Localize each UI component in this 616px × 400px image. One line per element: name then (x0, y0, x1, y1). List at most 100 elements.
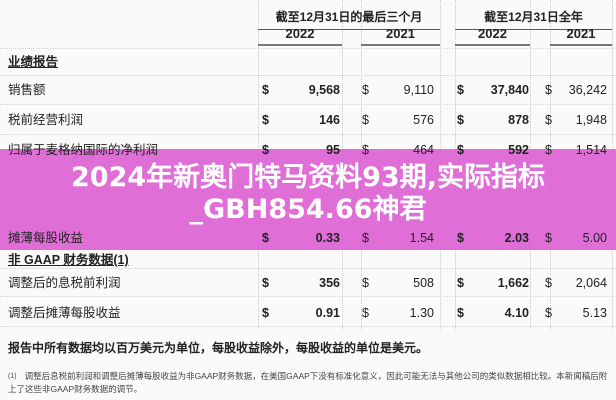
value: 5.00 (582, 231, 607, 245)
currency-symbol: $ (262, 231, 269, 245)
value: 95 (326, 143, 340, 157)
table-row: 销售额 $9,568 $9,110 $37,840 $36,242 (0, 82, 616, 98)
currency-symbol: $ (457, 83, 464, 97)
value-cell: $1,948 (545, 112, 607, 128)
grid-line (0, 326, 616, 327)
value-cell: $146 (262, 112, 340, 128)
header-year: 2022 (258, 26, 342, 46)
currency-symbol: $ (262, 143, 269, 157)
table-row: 归属于麦格纳国际的净利润 $95 $464 $592 $1,514 (0, 142, 616, 158)
value: 508 (413, 276, 434, 290)
value: 0.91 (315, 306, 340, 320)
section-heading-nongaap: 非 GAAP 财务数据(1) (8, 253, 129, 267)
header-year: 2021 (361, 26, 440, 46)
table-row: 调整后摊薄每股收益 $0.91 $1.30 $4.10 $5.13 (0, 305, 616, 321)
currency-symbol: $ (262, 276, 269, 290)
value: 146 (319, 113, 340, 127)
grid-line (0, 48, 616, 49)
value: 1,514 (575, 143, 607, 157)
row-label: 销售额 (8, 83, 46, 97)
value-cell: $356 (262, 275, 340, 291)
value-cell: $576 (362, 112, 434, 128)
currency-symbol: $ (457, 306, 464, 320)
overlay-title: 2024年新奥门特马资料93期,实际指标 _GBH854.66神君 (0, 162, 616, 226)
currency-symbol: $ (545, 83, 552, 97)
currency-symbol: $ (457, 113, 464, 127)
value: 9,110 (403, 83, 434, 97)
value-cell: $5.00 (545, 230, 607, 246)
currency-symbol: $ (545, 113, 552, 127)
grid-line (0, 296, 616, 297)
value: 5.13 (582, 306, 607, 320)
value-cell: $5.13 (545, 305, 607, 321)
value: 1,662 (497, 276, 529, 290)
value-cell: $1.54 (362, 230, 434, 246)
currency-symbol: $ (545, 143, 552, 157)
currency-symbol: $ (362, 113, 369, 127)
row-label: 调整后摊薄每股收益 (8, 306, 121, 320)
grid-line (0, 134, 616, 135)
value: 1.54 (409, 231, 434, 245)
value-cell: $1,514 (545, 142, 607, 158)
row-label: 调整后的息税前利润 (8, 276, 121, 290)
header-group-fullyear: 截至12月31日全年 (455, 8, 612, 30)
value-cell: $592 (457, 142, 529, 158)
currency-symbol: $ (362, 83, 369, 97)
value: 878 (508, 113, 529, 127)
value-cell: $37,840 (457, 82, 529, 98)
table-row: 摊薄每股收益 $0.33 $1.54 $2.03 $5.00 (0, 230, 616, 246)
overlay-banner (0, 149, 616, 250)
currency-symbol: $ (362, 143, 369, 157)
value: 356 (319, 276, 340, 290)
units-note: 报告中所有数据均以百万美元为单位，每股收益除外，每股收益的单位是美元。 (8, 341, 429, 355)
value: 36,242 (568, 83, 607, 97)
currency-symbol: $ (262, 113, 269, 127)
table-row: 调整后的息税前利润 $356 $508 $1,662 $2,064 (0, 275, 616, 291)
grid-line (0, 268, 616, 269)
currency-symbol: $ (262, 306, 269, 320)
currency-symbol: $ (545, 231, 552, 245)
section-heading-results: 业绩报告 (8, 55, 59, 69)
row-label: 摊薄每股收益 (8, 231, 84, 245)
value: 0.33 (315, 231, 340, 245)
currency-symbol: $ (262, 83, 269, 97)
value-cell: $9,568 (262, 82, 340, 98)
value-cell: $95 (262, 142, 340, 158)
header-year: 2022 (455, 26, 530, 46)
value: 464 (413, 143, 434, 157)
value: 1.30 (409, 306, 434, 320)
row-label: 归属于麦格纳国际的净利润 (8, 143, 159, 157)
currency-symbol: $ (545, 276, 552, 290)
table-row: 税前经营利润 $146 $576 $878 $1,948 (0, 112, 616, 128)
overlay-title-line2: _GBH854.66神君 (189, 194, 427, 225)
currency-symbol: $ (362, 306, 369, 320)
value: 1,948 (575, 113, 607, 127)
value: 2,064 (575, 276, 607, 290)
value: 9,568 (308, 83, 340, 97)
value: 576 (413, 113, 434, 127)
value-cell: $1,662 (457, 275, 529, 291)
value-cell: $36,242 (545, 82, 607, 98)
header-group-quarter: 截至12月31日的最后三个月 (258, 8, 440, 30)
value-cell: $0.91 (262, 305, 340, 321)
currency-symbol: $ (545, 306, 552, 320)
value-cell: $2,064 (545, 275, 607, 291)
overlay-title-line1: 2024年新奥门特马资料93期,实际指标 (71, 162, 545, 193)
row-label: 税前经营利润 (8, 113, 84, 127)
value-cell: $4.10 (457, 305, 529, 321)
currency-symbol: $ (457, 276, 464, 290)
value: 2.03 (504, 231, 529, 245)
value-cell: $878 (457, 112, 529, 128)
footnote-text: 调整后息税前利润和调整后摊薄每股收益为非GAAP财务数据，在美国GAAP下没有标… (8, 371, 608, 394)
currency-symbol: $ (457, 231, 464, 245)
value: 37,840 (490, 83, 529, 97)
value-cell: $2.03 (457, 230, 529, 246)
header-year: 2021 (550, 26, 612, 46)
value-cell: $464 (362, 142, 434, 158)
value: 4.10 (504, 306, 529, 320)
value-cell: $9,110 (362, 82, 434, 98)
value: 592 (508, 143, 529, 157)
currency-symbol: $ (362, 231, 369, 245)
value-cell: $508 (362, 275, 434, 291)
value-cell: $1.30 (362, 305, 434, 321)
